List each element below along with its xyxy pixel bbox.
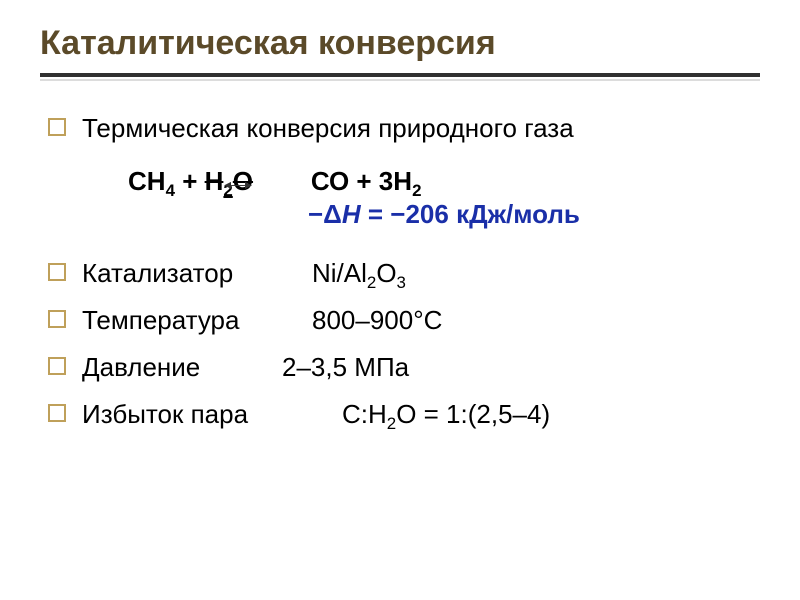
title-block: Каталитическая конверсия [40, 24, 760, 63]
b2-val-sub1: 2 [367, 273, 376, 292]
b4-label: Давление [82, 350, 282, 385]
b5-val-sub: 2 [387, 415, 396, 434]
bullet-icon [48, 404, 66, 422]
bullet-icon [48, 357, 66, 375]
bullet-text-5: Избыток параС:Н2О = 1:(2,5–4) [82, 397, 752, 432]
eq1-plus: + [175, 166, 205, 196]
bullet-row-1: Термическая конверсия природного газа [48, 111, 752, 146]
equation-line-2: −ΔН = −206 кДж/моль [308, 199, 752, 230]
content-area: Термическая конверсия природного газа СН… [40, 111, 760, 432]
bullet-text-4: Давление2–3,5 МПа [82, 350, 752, 385]
eq1-gap [253, 166, 311, 196]
b3-label: Температура [82, 303, 312, 338]
bullet-row-5: Избыток параС:Н2О = 1:(2,5–4) [48, 397, 752, 432]
bullet-text-1: Термическая конверсия природного газа [82, 111, 752, 146]
b5-val-post: О = 1:(2,5–4) [396, 399, 550, 429]
equation-group: СН4 + Н2О СО + 3Н2 ◂—▸ −ΔН = −206 кДж/мо… [48, 166, 752, 230]
equation-line-1: СН4 + Н2О СО + 3Н2 ◂—▸ [128, 166, 752, 197]
bullet-text-2: КатализаторNi/Al2O3 [82, 256, 752, 291]
b4-value: 2–3,5 МПа [282, 352, 409, 382]
eq1-lhs-sub1: 4 [166, 181, 175, 200]
bullet-icon [48, 118, 66, 136]
eq2-H-italic: Н [342, 199, 361, 229]
bullet-text-3: Температура800–900°С [82, 303, 752, 338]
eq2-value: = −206 кДж/моль [361, 199, 580, 229]
b2-label: Катализатор [82, 256, 312, 291]
b2-val-post: O [376, 258, 396, 288]
rule-dark [40, 73, 760, 77]
bullet-row-4: Давление2–3,5 МПа [48, 350, 752, 385]
eq1-h2o-strike: Н2О [205, 166, 253, 196]
eq1-lhs-pre: СН [128, 166, 166, 196]
bullet-row-3: Температура800–900°С [48, 303, 752, 338]
bullet-icon [48, 263, 66, 281]
eq1-rhs-sub: 2 [412, 181, 421, 200]
b2-val-sub2: 3 [397, 273, 406, 292]
slide-title: Каталитическая конверсия [40, 24, 760, 63]
b3-value: 800–900°С [312, 305, 442, 335]
eq1-rhs-pre: СО + 3Н [311, 166, 412, 196]
bullet-row-2: КатализаторNi/Al2O3 [48, 256, 752, 291]
eq2-minus-delta: −Δ [308, 199, 342, 229]
b5-val-pre: С:Н [342, 399, 387, 429]
b2-val-pre: Ni/Al [312, 258, 367, 288]
bullet-icon [48, 310, 66, 328]
b5-label: Избыток пара [82, 397, 342, 432]
title-underline [40, 73, 760, 81]
rule-light [40, 79, 760, 81]
